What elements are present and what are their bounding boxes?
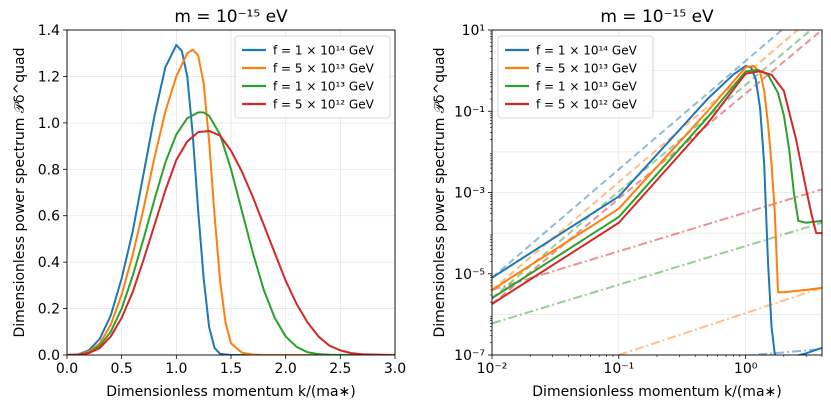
reference-line-dashdot <box>741 348 822 355</box>
plot-area <box>492 30 822 355</box>
x-axis-label: Dimensionless momentum k/(ma∗) <box>532 384 781 400</box>
legend-label: f = 5 × 10¹² GeV <box>536 98 638 112</box>
x-tick-label: 0.0 <box>56 361 78 377</box>
series-line-1 <box>67 44 395 355</box>
legend-label: f = 1 × 10¹⁴ GeV <box>273 44 375 58</box>
reference-line-dashed <box>492 30 813 299</box>
legend-label: f = 1 × 10¹⁴ GeV <box>536 44 638 58</box>
series-line-4 <box>492 70 822 305</box>
right-chart-panel: 10⁻² 10⁻¹ 10⁰ 10⁻⁷ 10⁻⁵ 10⁻³ 10⁻¹ 10¹ m = 10⁻¹⁵ … <box>432 7 823 400</box>
legend: f = 1 × 10¹⁴ GeV f = 5 × 10¹³ GeV f = 1 × … <box>497 35 654 119</box>
series-line-3 <box>67 111 395 355</box>
legend-box <box>497 35 654 119</box>
x-tick-label: 10⁻¹ <box>603 361 634 377</box>
x-tick-label: 1.5 <box>220 361 242 377</box>
y-tick-label: 10⁻⁵ <box>454 267 485 283</box>
reference-line-dashed <box>492 30 784 279</box>
y-axis-label: Dimensionless power spectrum 𝒫δ^quad <box>432 48 448 338</box>
chart-title: m = 10⁻¹⁵ eV <box>600 7 714 27</box>
legend-label: f = 5 × 10¹³ GeV <box>273 62 375 76</box>
x-tick-label: 10⁰ <box>734 361 758 377</box>
y-tick-label: 10¹ <box>462 23 485 39</box>
y-tick-label: 1.0 <box>38 116 60 132</box>
x-axis-label: Dimensionless momentum k/(ma∗) <box>106 384 355 400</box>
reference-line-dashdot <box>618 286 822 355</box>
series-line-3 <box>492 68 822 300</box>
series-line-1 <box>492 65 822 355</box>
series-line-2 <box>492 64 822 294</box>
y-tick-label: 10⁻⁷ <box>454 348 485 364</box>
legend-box <box>234 35 391 119</box>
y-tick-label: 1.2 <box>38 69 60 85</box>
reference-line-dashdot <box>492 221 822 325</box>
y-tick-label: 10⁻¹ <box>454 104 485 120</box>
y-tick-label: 0.0 <box>38 348 60 364</box>
plot-area <box>67 44 395 355</box>
legend: f = 1 × 10¹⁴ GeV f = 5 × 10¹³ GeV f = 1 × … <box>234 35 391 119</box>
legend-label: f = 1 × 10¹³ GeV <box>273 80 375 94</box>
left-chart-panel: 0.0 0.5 1.0 1.5 2.0 2.5 3.0 0.0 0.2 0.4 0.6 0.8 1.0 1… <box>12 7 406 400</box>
x-tick-label: 1.0 <box>165 361 187 377</box>
legend-label: f = 1 × 10¹³ GeV <box>536 80 638 94</box>
legend-label: f = 5 × 10¹³ GeV <box>536 62 638 76</box>
y-axis-label: Dimensionless power spectrum 𝒫δ^quad <box>12 48 28 338</box>
y-tick-label: 1.4 <box>38 23 60 39</box>
y-tick-label: 0.6 <box>38 209 60 225</box>
x-tick-label: 10⁻² <box>477 361 508 377</box>
y-tick-label: 0.8 <box>38 162 60 178</box>
x-tick-label: 0.5 <box>111 361 133 377</box>
y-tick-label: 0.2 <box>38 302 60 318</box>
y-tick-label: 10⁻³ <box>454 186 485 202</box>
series-line-4 <box>67 129 395 355</box>
y-tick-label: 0.4 <box>38 255 60 271</box>
legend-label: f = 5 × 10¹² GeV <box>273 98 375 112</box>
x-tick-label: 2.5 <box>329 361 351 377</box>
chart-title: m = 10⁻¹⁵ eV <box>174 7 288 27</box>
x-tick-label: 3.0 <box>384 361 406 377</box>
x-tick-label: 2.0 <box>275 361 297 377</box>
reference-line-dashdot <box>492 188 822 291</box>
series-line-2 <box>67 48 395 355</box>
